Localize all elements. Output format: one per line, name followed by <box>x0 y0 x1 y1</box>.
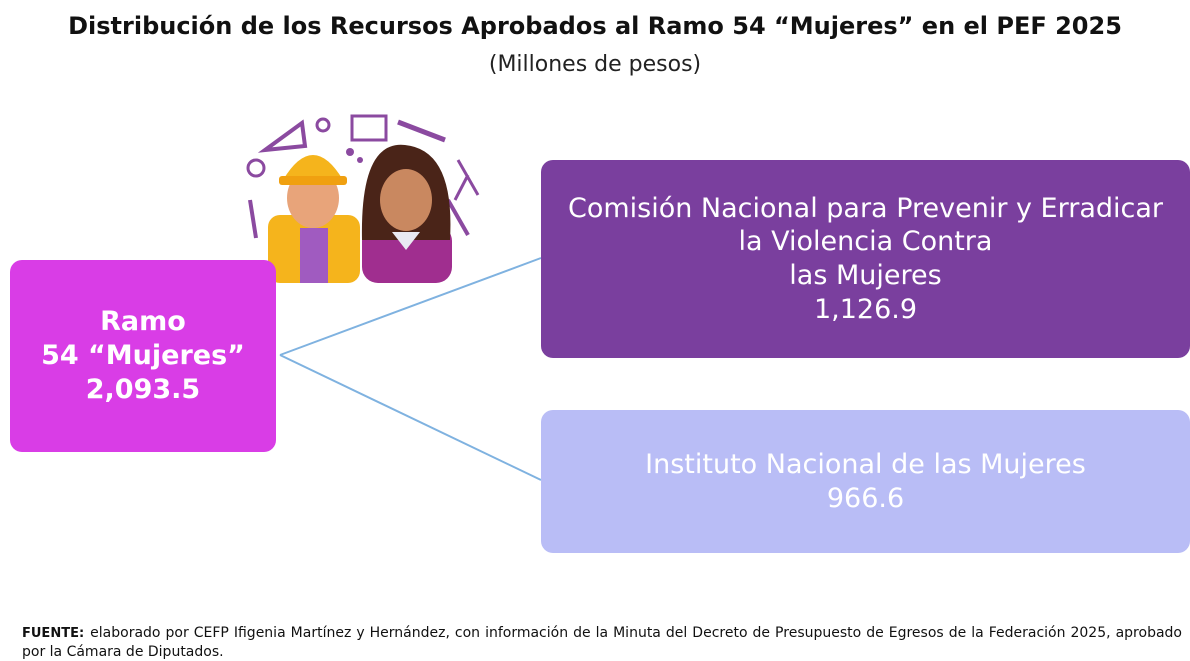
source-text: elaborado por CEFP Ifigenia Martínez y H… <box>22 625 1182 660</box>
root-node: Ramo 54 “Mujeres” 2,093.5 <box>10 260 276 452</box>
node-value: 966.6 <box>827 482 904 516</box>
node-label: 54 “Mujeres” <box>41 339 245 373</box>
node-label: Instituto Nacional de las Mujeres <box>645 448 1086 482</box>
source-label: FUENTE: <box>22 626 84 641</box>
illustration <box>248 116 478 283</box>
node-value: 1,126.9 <box>814 293 917 327</box>
child-node: Comisión Nacional para Prevenir y Erradi… <box>541 160 1190 358</box>
subtitle: (Millones de pesos) <box>0 52 1190 77</box>
source-note: FUENTE:elaborado por CEFP Ifigenia Martí… <box>22 624 1182 661</box>
node-value: 2,093.5 <box>86 373 200 407</box>
node-label: la Violencia Contra <box>739 225 993 259</box>
child-node: Instituto Nacional de las Mujeres 966.6 <box>541 410 1190 553</box>
node-label: las Mujeres <box>789 259 941 293</box>
node-label: Comisión Nacional para Prevenir y Erradi… <box>568 192 1163 226</box>
page: Distribución de los Recursos Aprobados a… <box>0 0 1190 659</box>
node-label: Ramo <box>100 305 186 339</box>
title: Distribución de los Recursos Aprobados a… <box>0 12 1190 40</box>
connector <box>280 355 541 480</box>
